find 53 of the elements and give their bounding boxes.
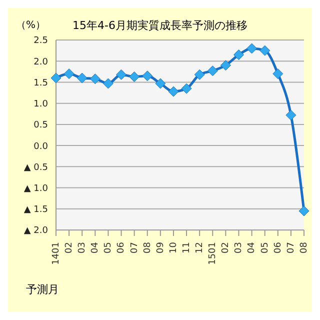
x-tick-label: 12 xyxy=(195,242,206,254)
x-tick-label: 06 xyxy=(116,242,127,254)
point xyxy=(207,66,218,76)
x-tick-label: 11 xyxy=(182,242,192,254)
x-tick-label: 08 xyxy=(299,242,310,254)
point xyxy=(76,72,88,84)
x-tick-label: 05 xyxy=(104,242,114,254)
y-tick-label: 2.5 xyxy=(34,36,48,46)
x-axis-title: 予測月 xyxy=(26,282,59,297)
x-tick-label: 03 xyxy=(78,242,88,254)
y-tick-label: ▲ 1.5 xyxy=(24,205,48,216)
x-tick-label: 06 xyxy=(273,242,284,254)
y-tick-label: ▲ 1.0 xyxy=(24,184,48,194)
point xyxy=(246,43,258,54)
x-tick-label: 09 xyxy=(156,242,166,254)
chart-title: 15年4-6月期実質成長率予測の推移 xyxy=(72,19,248,32)
point xyxy=(90,74,100,84)
x-tick-label: 02 xyxy=(64,242,75,254)
y-tick-label: ▲ 0.5 xyxy=(24,162,48,173)
point xyxy=(194,69,205,80)
point xyxy=(129,71,140,82)
y-tick-label: 0.0 xyxy=(34,142,48,152)
point xyxy=(50,72,62,84)
point xyxy=(181,83,192,94)
x-tick-label: 1401 xyxy=(51,242,62,265)
x-tick-label: 07 xyxy=(130,242,140,254)
x-tick-label: 1501 xyxy=(208,242,218,265)
x-tick-label: 05 xyxy=(260,242,270,254)
y-tick-label: 1.5 xyxy=(34,78,48,88)
point xyxy=(286,110,296,120)
point xyxy=(168,86,179,97)
y-axis-title: （%） xyxy=(16,19,46,32)
point xyxy=(260,45,270,56)
y-tick-label: 0.5 xyxy=(34,120,48,131)
y-tick-label: 1.0 xyxy=(34,100,48,110)
point xyxy=(102,78,114,89)
point xyxy=(220,60,231,71)
y-tick-label: ▲ 2.0 xyxy=(24,226,48,236)
point xyxy=(116,69,127,80)
x-tick-label: 08 xyxy=(142,242,153,254)
y-tick-label: 2.0 xyxy=(34,57,48,68)
point xyxy=(64,68,74,80)
point xyxy=(142,70,153,82)
x-tick-label: 10 xyxy=(168,242,179,254)
point xyxy=(155,78,166,89)
x-tick-label: 02 xyxy=(221,242,232,254)
point xyxy=(298,206,310,216)
point xyxy=(272,68,284,80)
x-tick-label: 04 xyxy=(247,242,258,254)
x-tick-label: 07 xyxy=(286,242,296,254)
x-tick-label: 04 xyxy=(90,242,101,254)
point xyxy=(233,50,244,60)
x-tick-label: 03 xyxy=(234,242,244,254)
